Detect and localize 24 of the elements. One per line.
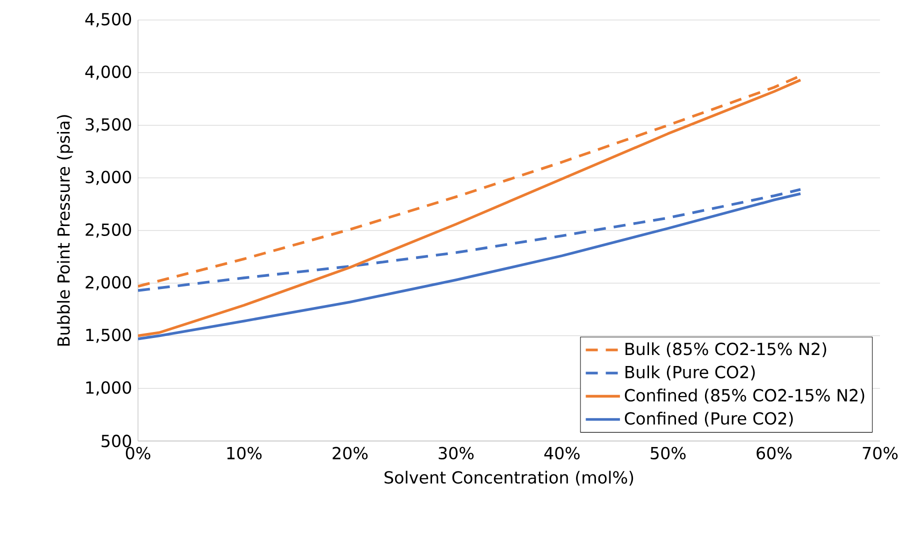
y-tick-label: 1,500 xyxy=(86,328,132,343)
legend-label: Confined (Pure CO2) xyxy=(624,412,793,427)
x-tick-label: 60% xyxy=(756,446,792,460)
x-tick-label: 50% xyxy=(650,446,686,460)
x-axis-title: Solvent Concentration (mol%) xyxy=(384,470,634,486)
x-tick-label: 30% xyxy=(438,446,474,460)
y-tick-label: 1,000 xyxy=(86,381,132,396)
x-tick-label: 0% xyxy=(126,446,150,460)
line-series xyxy=(138,192,802,340)
x-tick-label: 10% xyxy=(227,446,262,460)
y-tick-label: 2,500 xyxy=(86,223,132,238)
y-tick-label: 4,000 xyxy=(85,65,132,80)
y-tick-label: 2,000 xyxy=(86,276,132,290)
x-tick-label: 40% xyxy=(544,446,580,460)
y-axis-title: Bubble Point Pressure (psia) xyxy=(56,115,74,346)
y-tick-label: 3,000 xyxy=(86,170,132,186)
y-tick-label: 4,500 xyxy=(85,12,132,28)
legend-label: Bulk (Pure CO2) xyxy=(626,365,755,380)
x-tick-label: 70% xyxy=(862,446,898,460)
x-tick-label: 20% xyxy=(332,446,368,460)
legend-label: Confined (85% CO2-15% N2) xyxy=(624,388,864,404)
y-tick-label: 3,500 xyxy=(86,118,132,132)
y-tick-label: 500 xyxy=(102,434,132,448)
legend-label: Bulk (85% CO2-15% N2) xyxy=(626,342,826,358)
